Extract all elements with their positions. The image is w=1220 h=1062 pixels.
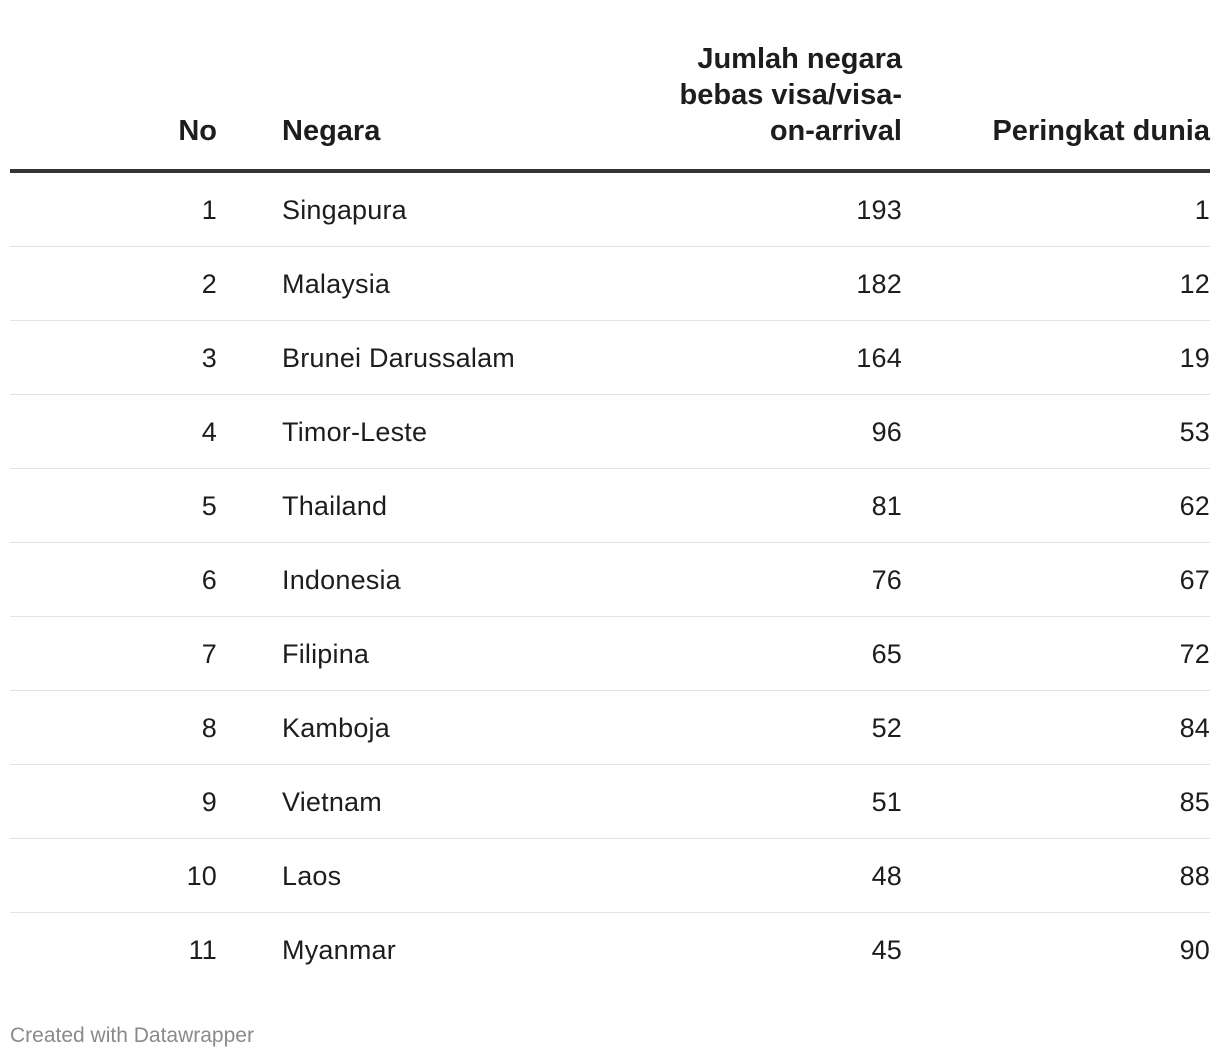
cell-peringkat: 53 [1179,417,1210,447]
table-body: 1 Singapura 193 1 2 Malaysia 182 12 3 Brunei Daru… [10,173,1210,987]
cell-no: 8 [201,713,217,743]
cell-negara: Myanmar [282,935,396,965]
cell-peringkat: 19 [1179,343,1210,373]
cell-no: 11 [188,935,217,965]
cell-negara: Indonesia [282,565,401,595]
cell-jumlah: 81 [871,491,902,521]
column-header-no[interactable]: No [178,115,217,147]
cell-jumlah: 182 [856,269,902,299]
column-header-peringkat[interactable]: Peringkat dunia [992,115,1210,147]
cell-peringkat: 88 [1179,861,1210,891]
cell-jumlah: 48 [871,861,902,891]
cell-peringkat: 72 [1179,639,1210,669]
cell-no: 10 [186,861,217,891]
table-row: 6 Indonesia 76 67 [10,543,1210,617]
cell-jumlah: 164 [856,343,902,373]
cell-negara: Brunei Darussalam [282,343,515,373]
cell-negara: Thailand [282,491,388,521]
cell-jumlah: 193 [856,195,902,225]
cell-no: 3 [201,343,217,373]
cell-no: 9 [201,787,217,817]
cell-negara: Laos [282,861,342,891]
column-header-negara[interactable]: Negara [282,115,381,147]
cell-jumlah: 51 [871,787,902,817]
cell-no: 6 [201,565,217,595]
cell-jumlah: 65 [871,639,902,669]
cell-no: 5 [201,491,217,521]
cell-negara: Kamboja [282,713,390,743]
cell-jumlah: 52 [871,713,902,743]
cell-no: 2 [201,269,217,299]
cell-negara: Malaysia [282,269,391,299]
table-row: 7 Filipina 65 72 [10,617,1210,691]
table-row: 10 Laos 48 88 [10,839,1210,913]
cell-peringkat: 84 [1179,713,1210,743]
cell-peringkat: 12 [1179,269,1210,299]
cell-no: 1 [201,195,217,225]
cell-peringkat: 90 [1179,935,1210,965]
cell-negara: Vietnam [282,787,382,817]
table-row: 3 Brunei Darussalam 164 19 [10,321,1210,395]
table-row: 5 Thailand 81 62 [10,469,1210,543]
data-table: No Negara Jumlah negara bebas visa/visa-… [10,0,1210,987]
cell-jumlah: 96 [871,417,902,447]
table-header: No Negara Jumlah negara bebas visa/visa-… [10,0,1210,173]
cell-no: 4 [201,417,217,447]
cell-negara: Singapura [282,195,407,225]
column-header-jumlah[interactable]: Jumlah negara bebas visa/visa- on-arriva… [679,43,902,147]
cell-no: 7 [201,639,217,669]
cell-negara: Filipina [282,639,370,669]
cell-peringkat: 67 [1179,565,1210,595]
cell-peringkat: 62 [1179,491,1210,521]
cell-jumlah: 76 [871,565,902,595]
table-row: 2 Malaysia 182 12 [10,247,1210,321]
footer-credit[interactable]: Created with Datawrapper [10,1024,254,1047]
cell-peringkat: 1 [1194,195,1210,225]
table-row: 8 Kamboja 52 84 [10,691,1210,765]
table-row: 11 Myanmar 45 90 [10,913,1210,987]
table-row: 9 Vietnam 51 85 [10,765,1210,839]
table-row: 4 Timor-Leste 96 53 [10,395,1210,469]
cell-jumlah: 45 [871,935,902,965]
cell-negara: Timor-Leste [282,417,428,447]
table-row: 1 Singapura 193 1 [10,173,1210,247]
cell-peringkat: 85 [1179,787,1210,817]
